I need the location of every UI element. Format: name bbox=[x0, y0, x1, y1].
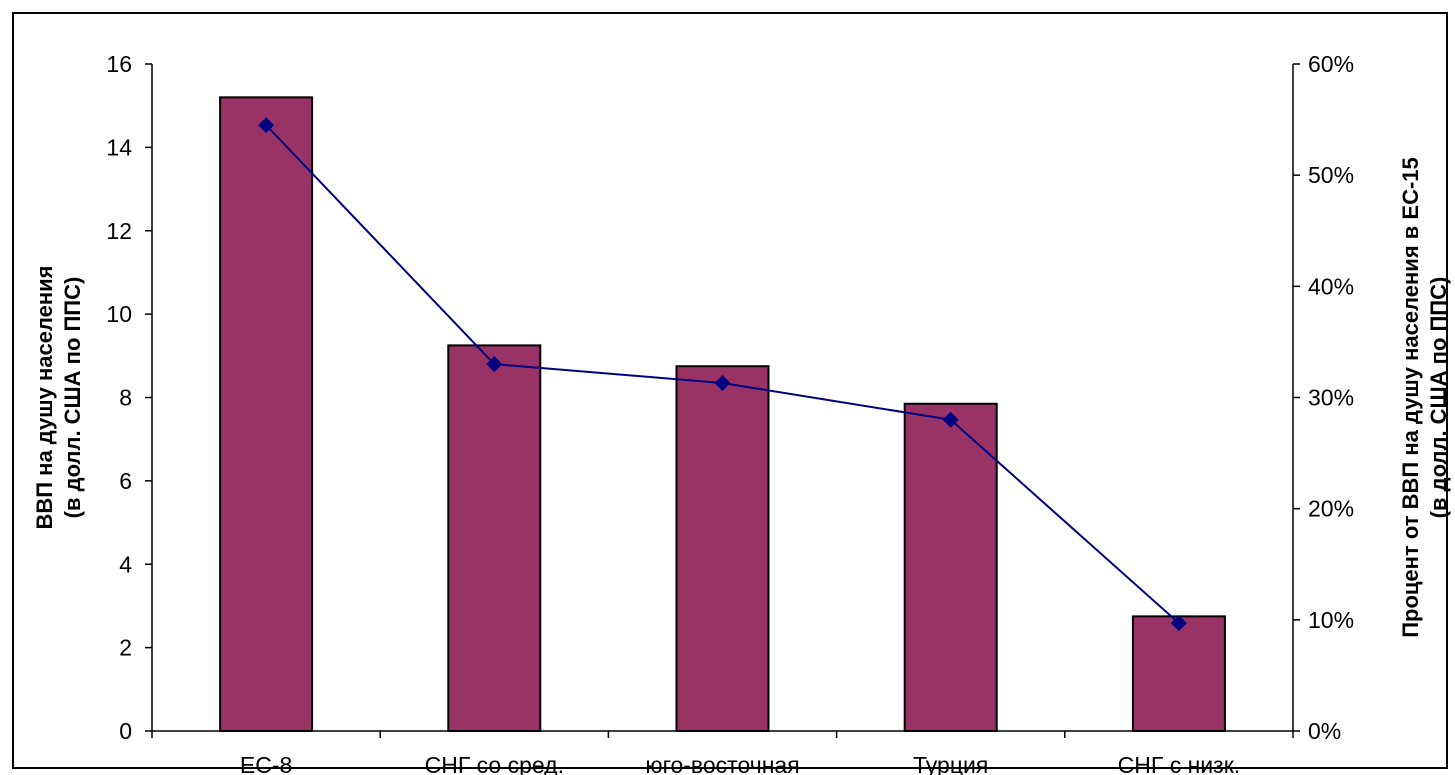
line-point-5 bbox=[1170, 615, 1187, 632]
left-tick-label: 6 bbox=[119, 468, 132, 494]
right-tick-label: 40% bbox=[1308, 273, 1354, 299]
bar-3 bbox=[675, 365, 770, 732]
line-point-3 bbox=[714, 375, 731, 392]
left-tick-label: 0 bbox=[119, 718, 132, 744]
x-category-label: ЕС-8 bbox=[240, 752, 292, 775]
line-series-layer bbox=[258, 117, 1187, 632]
right-axis-title-line: Процент от ВВП на душу населения в ЕС-15 bbox=[1398, 157, 1423, 638]
left-tick-label: 16 bbox=[106, 51, 132, 77]
line-point-2 bbox=[486, 356, 503, 373]
left-tick-label: 12 bbox=[106, 218, 132, 244]
right-tick-label: 10% bbox=[1308, 607, 1354, 633]
bar-1 bbox=[219, 96, 314, 733]
bar-2 bbox=[447, 344, 542, 732]
right-tick-label: 20% bbox=[1308, 496, 1354, 522]
right-tick-label: 30% bbox=[1308, 385, 1354, 411]
bars-layer bbox=[219, 96, 1226, 733]
axes-layer bbox=[145, 63, 1300, 738]
x-category-label-line: СНГ с низк. bbox=[1118, 752, 1241, 775]
x-category-label: СНГ со сред.доходами bbox=[425, 752, 564, 775]
left-tick-label: 2 bbox=[119, 635, 132, 661]
left-tick-label: 8 bbox=[119, 385, 132, 411]
line-point-1 bbox=[258, 117, 275, 134]
bar-5 bbox=[1131, 615, 1226, 732]
right-axis-title: Процент от ВВП на душу населения в ЕС-15… bbox=[1398, 157, 1451, 638]
left-axis-title: ВВП на душу населения (в долл. США по ППС… bbox=[32, 265, 85, 529]
right-tick-label: 50% bbox=[1308, 162, 1354, 188]
x-category-label: Турция bbox=[913, 752, 988, 775]
line-point-4 bbox=[942, 411, 959, 428]
right-tick-label: 0% bbox=[1308, 718, 1341, 744]
x-category-label: юго-восточнаяЕвропа bbox=[645, 752, 799, 775]
right-tick-label: 60% bbox=[1308, 51, 1354, 77]
x-category-label-line: ЕС-8 bbox=[240, 752, 292, 775]
x-category-label: СНГ с низк.доходами bbox=[1118, 752, 1241, 775]
left-tick-label: 10 bbox=[106, 301, 132, 327]
left-tick-label: 14 bbox=[106, 134, 132, 160]
right-axis-title-line: (в долл. США по ППС) bbox=[1426, 277, 1451, 519]
left-axis-title-line: ВВП на душу населения bbox=[32, 265, 57, 529]
bar-4 bbox=[903, 402, 998, 732]
left-axis-title-line: (в долл. США по ППС) bbox=[60, 277, 85, 519]
x-category-label-line: Турция bbox=[913, 752, 988, 775]
x-category-label-line: юго-восточная bbox=[645, 752, 799, 775]
labels-layer: 0 2 4 6 8 10 12 14 16 0% 10% 20% 30% 40% 50% 60% ЕС-8 СНГ… bbox=[32, 51, 1451, 775]
x-category-label-line: СНГ со сред. bbox=[425, 752, 564, 775]
left-tick-label: 4 bbox=[119, 551, 132, 577]
